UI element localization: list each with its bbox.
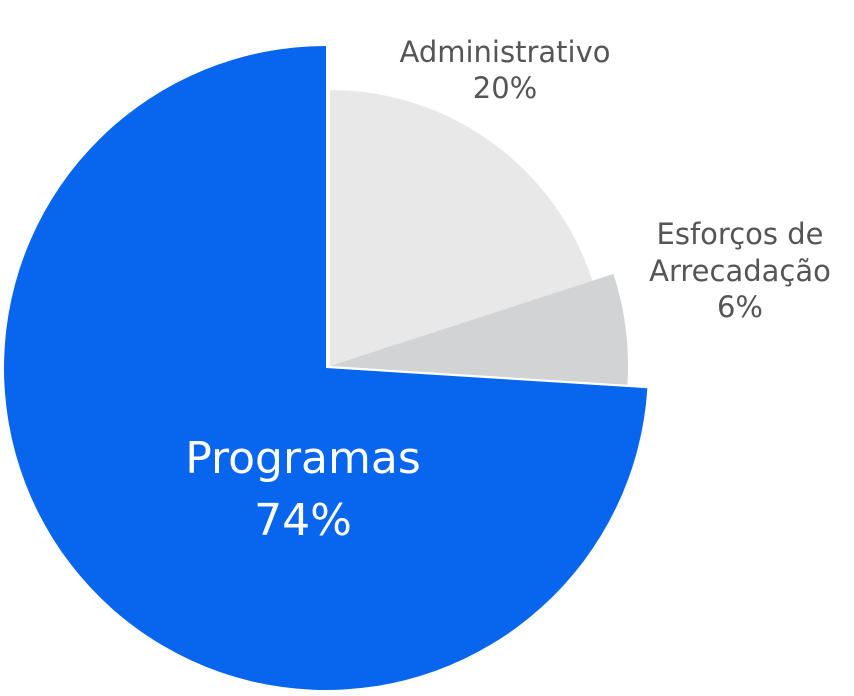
pie-slice-programas	[3, 46, 648, 690]
slice-label-esforcos-line-2: Arrecadação	[649, 254, 831, 288]
slice-label-esforcos-line-1: Esforços de	[657, 217, 824, 251]
pie-slices	[3, 46, 648, 690]
slice-label-administrativo: Administrativo	[400, 35, 611, 69]
slice-percent-administrativo: 20%	[473, 71, 537, 105]
pie-slice-esfor-os-de-arrecada-o	[330, 273, 628, 385]
pie-slice-administrativo	[330, 90, 593, 366]
slice-label-programas: Programas	[185, 433, 421, 484]
pie-labels: Administrativo 20% Esforços de Arrecadaç…	[185, 35, 831, 546]
slice-percent-esforcos: 6%	[717, 290, 763, 324]
slice-percent-programas: 74%	[254, 495, 352, 546]
